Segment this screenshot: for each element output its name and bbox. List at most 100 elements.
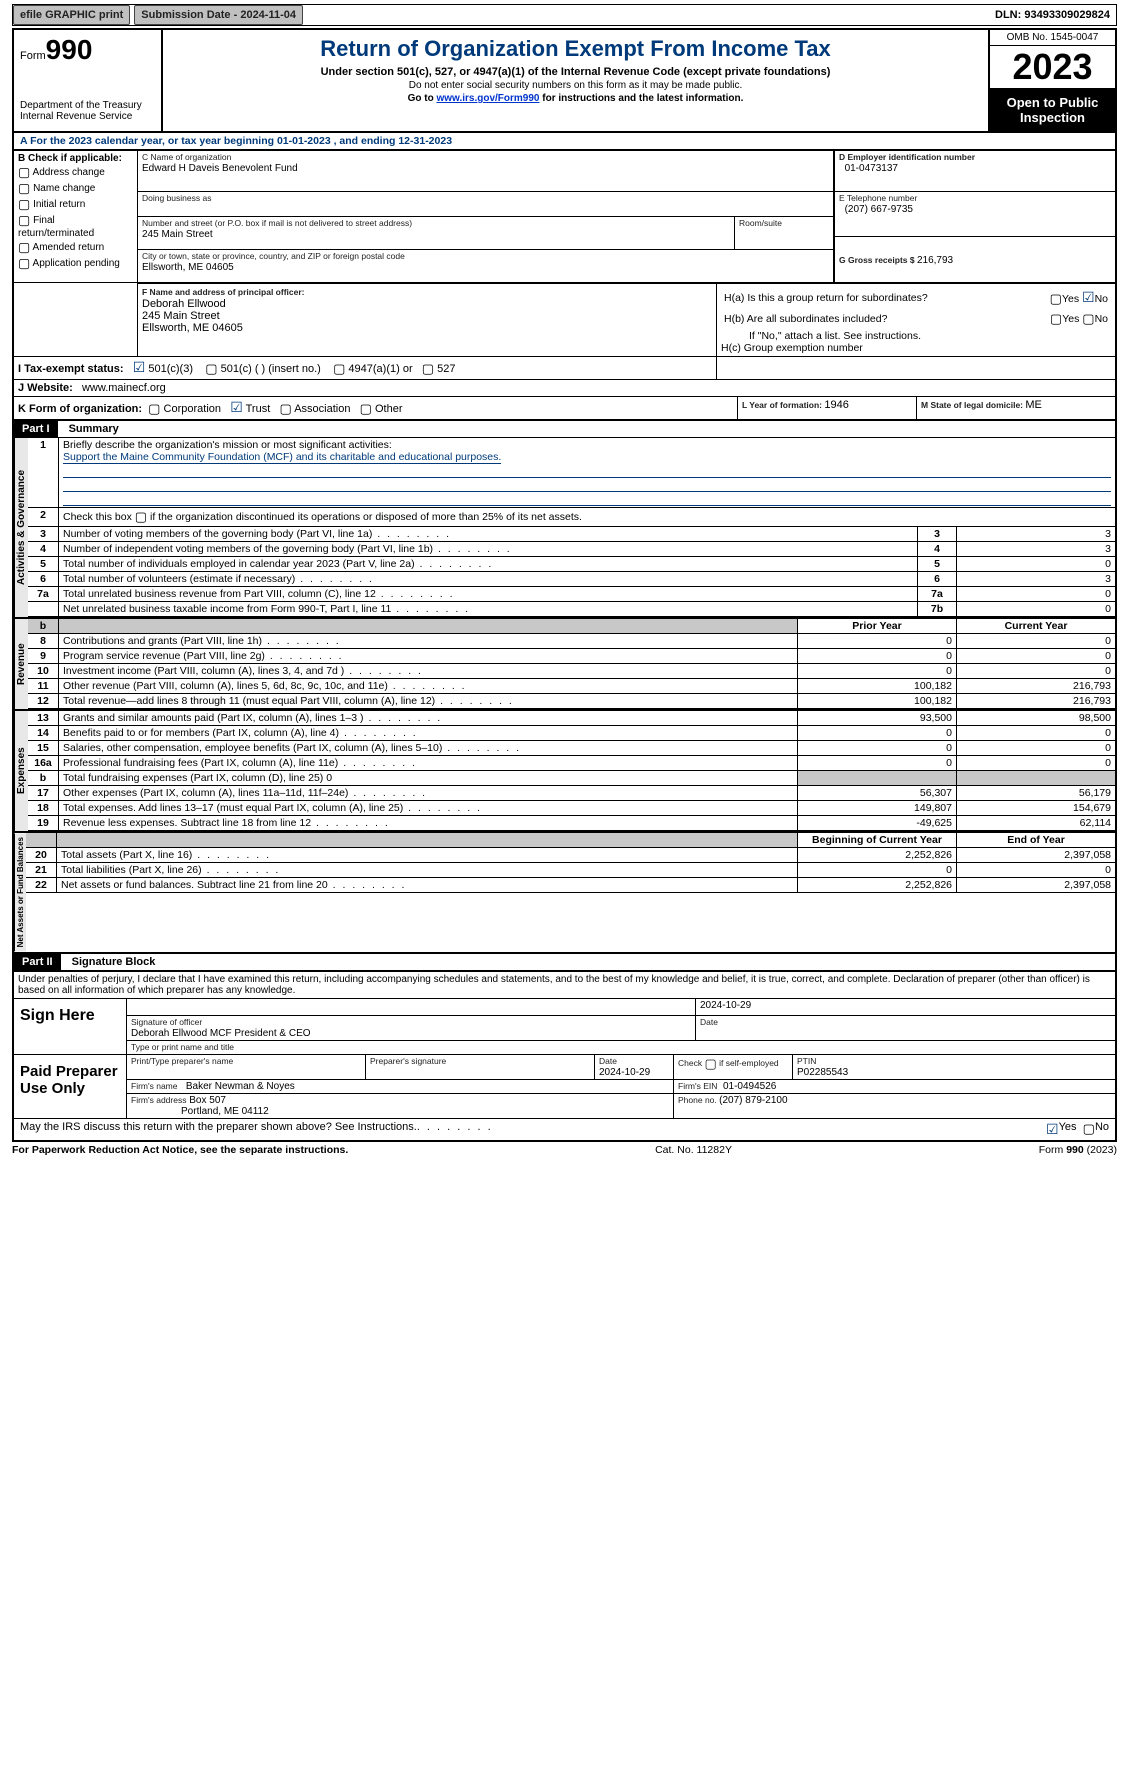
- topbar: efile GRAPHIC print Submission Date - 20…: [12, 4, 1117, 26]
- firm-phone: (207) 879-2100: [719, 1095, 787, 1106]
- vert-net-assets: Net Assets or Fund Balances: [14, 833, 26, 951]
- end-year-hdr: End of Year: [957, 833, 1116, 848]
- city-state-zip: Ellsworth, ME 04605: [142, 262, 234, 273]
- dln-value: 93493309029824: [1024, 9, 1110, 21]
- mission-text: Support the Maine Community Foundation (…: [63, 451, 501, 464]
- prep-date: 2024-10-29: [599, 1067, 650, 1078]
- ein-value: 01-0473137: [845, 163, 898, 174]
- hb-no-checkbox[interactable]: ▢: [1082, 311, 1094, 326]
- form-number: Form990: [20, 34, 155, 66]
- footer-left: For Paperwork Reduction Act Notice, see …: [12, 1144, 348, 1156]
- hb-yes-checkbox[interactable]: ▢: [1050, 311, 1062, 326]
- ha-yes-checkbox[interactable]: ▢: [1050, 291, 1062, 306]
- firm-addr1: Box 507: [189, 1095, 226, 1106]
- part2-title: Signature Block: [64, 954, 164, 970]
- box-b-checkbox[interactable]: ▢: [18, 255, 30, 270]
- form-title: Return of Organization Exempt From Incom…: [169, 36, 982, 62]
- officer-name: Deborah Ellwood: [142, 298, 226, 310]
- self-emp-checkbox[interactable]: ▢: [704, 1056, 716, 1071]
- line-a-tax-year: A For the 2023 calendar year, or tax yea…: [12, 133, 1117, 151]
- open-to-public: Open to Public Inspection: [990, 89, 1115, 131]
- 527-checkbox[interactable]: ▢: [422, 361, 434, 376]
- dln-label: DLN:: [995, 9, 1024, 21]
- submission-date-label: Submission Date -: [141, 9, 240, 21]
- q2-label: Check this box ▢ if the organization dis…: [63, 511, 582, 523]
- year-formation-label: L Year of formation:: [742, 400, 824, 410]
- tax-year: 2023: [990, 46, 1115, 89]
- q1-label: Briefly describe the organization's miss…: [63, 439, 392, 451]
- hc-label: H(c) Group exemption number: [721, 342, 1111, 354]
- ssn-note: Do not enter social security numbers on …: [169, 80, 982, 91]
- firm-ein: 01-0494526: [723, 1081, 776, 1092]
- prep-date-label: Date: [599, 1056, 617, 1066]
- omb-number: OMB No. 1545-0047: [990, 30, 1115, 46]
- form-org-label: K Form of organization:: [18, 403, 142, 415]
- ptin-label: PTIN: [797, 1056, 816, 1066]
- gross-receipts-label: G Gross receipts $: [839, 255, 917, 265]
- year-formation-value: 1946: [824, 399, 848, 411]
- phone-label: E Telephone number: [839, 193, 917, 203]
- q2-checkbox[interactable]: ▢: [135, 509, 147, 524]
- self-emp-label: Check ▢ if self-employed: [678, 1058, 779, 1068]
- box-b-checkbox[interactable]: ▢: [18, 164, 30, 179]
- current-year-hdr: Current Year: [957, 619, 1116, 634]
- sig-officer-name: Deborah Ellwood MCF President & CEO: [131, 1028, 311, 1039]
- sig-officer-label: Signature of officer: [131, 1017, 202, 1027]
- ha-no-checkbox[interactable]: ☑: [1082, 289, 1095, 305]
- begin-year-hdr: Beginning of Current Year: [798, 833, 957, 848]
- 501c3-checkbox[interactable]: ☑: [133, 359, 146, 375]
- website-value: www.mainecf.org: [82, 382, 166, 394]
- firm-addr-label: Firm's address: [131, 1095, 186, 1105]
- discuss-yes-checkbox[interactable]: ☑: [1046, 1121, 1059, 1138]
- goto-line: Go to www.irs.gov/Form990 for instructio…: [169, 93, 982, 104]
- firm-addr2: Portland, ME 04112: [181, 1106, 269, 1117]
- footer-right: Form 990 (2023): [1039, 1144, 1117, 1156]
- prior-year-hdr: Prior Year: [798, 619, 957, 634]
- vert-governance: Activities & Governance: [14, 438, 28, 617]
- efile-print-button[interactable]: efile GRAPHIC print: [13, 5, 130, 25]
- assoc-checkbox[interactable]: ▢: [279, 401, 291, 416]
- prep-name-label: Print/Type preparer's name: [131, 1056, 233, 1066]
- 501c-checkbox[interactable]: ▢: [205, 361, 217, 376]
- part1-title: Summary: [61, 421, 127, 437]
- domicile-label: M State of legal domicile:: [921, 400, 1025, 410]
- dba-label: Doing business as: [142, 193, 211, 203]
- box-b-checkbox[interactable]: ▢: [18, 239, 30, 254]
- tax-exempt-label: I Tax-exempt status:: [18, 363, 124, 375]
- firm-name: Baker Newman & Noyes: [186, 1081, 295, 1092]
- discuss-label: May the IRS discuss this return with the…: [20, 1121, 417, 1138]
- 4947-checkbox[interactable]: ▢: [333, 361, 345, 376]
- other-checkbox[interactable]: ▢: [360, 401, 372, 416]
- org-name: Edward H Daveis Benevolent Fund: [142, 163, 298, 174]
- sig-date1: 2024-10-29: [700, 1000, 751, 1011]
- trust-checkbox[interactable]: ☑: [230, 399, 243, 415]
- box-b-checkbox[interactable]: ▢: [18, 196, 30, 211]
- org-name-label: C Name of organization: [142, 152, 231, 162]
- discuss-no-checkbox[interactable]: ▢: [1083, 1121, 1095, 1138]
- firm-ein-label: Firm's EIN: [678, 1081, 717, 1091]
- street-address: 245 Main Street: [142, 229, 213, 240]
- prep-sig-label: Preparer's signature: [370, 1056, 446, 1066]
- type-name-label: Type or print name and title: [131, 1042, 234, 1052]
- box-b-header: B Check if applicable:: [18, 153, 122, 164]
- box-b-checkbox[interactable]: ▢: [18, 180, 30, 195]
- box-b-checkbox[interactable]: ▢: [18, 212, 30, 227]
- vert-expenses: Expenses: [14, 711, 28, 831]
- info-grid: B Check if applicable: ▢ Address change▢…: [12, 151, 1117, 283]
- form-header: Form990 Department of the Treasury Inter…: [12, 28, 1117, 133]
- ein-label: D Employer identification number: [839, 152, 975, 162]
- submission-date-value: 2024-11-04: [240, 9, 296, 21]
- domicile-value: ME: [1025, 399, 1042, 411]
- hb-note: If "No," attach a list. See instructions…: [721, 330, 1111, 342]
- form-subtitle: Under section 501(c), 527, or 4947(a)(1)…: [169, 66, 982, 78]
- firm-name-label: Firm's name: [131, 1081, 178, 1091]
- irs-link[interactable]: www.irs.gov/Form990: [436, 93, 539, 104]
- vert-revenue: Revenue: [14, 619, 28, 709]
- officer-addr1: 245 Main Street: [142, 310, 220, 322]
- corp-checkbox[interactable]: ▢: [148, 401, 160, 416]
- date-label: Date: [700, 1017, 718, 1027]
- website-label: J Website:: [18, 382, 73, 394]
- perjury-declaration: Under penalties of perjury, I declare th…: [12, 970, 1117, 999]
- officer-addr2: Ellsworth, ME 04605: [142, 322, 243, 334]
- room-label: Room/suite: [739, 218, 782, 228]
